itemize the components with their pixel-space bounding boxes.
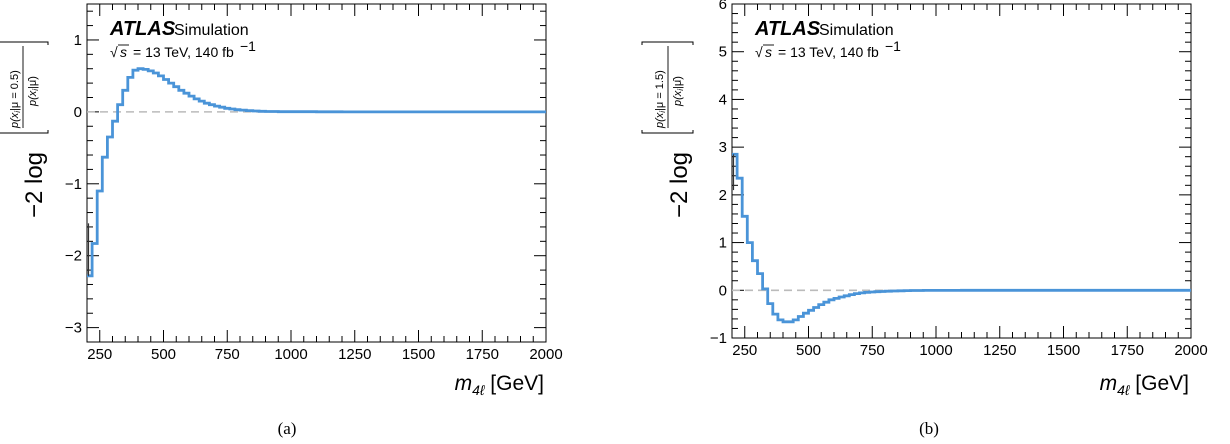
y-axis-prefix: −2 log xyxy=(666,152,693,218)
energy-label: √ s = 13 TeV, 140 fb −1 xyxy=(755,38,901,60)
energy-label: √ s = 13 TeV, 140 fb −1 xyxy=(110,38,256,60)
y-tick-label: 2 xyxy=(719,187,727,204)
minor-ticks xyxy=(731,4,1191,338)
minor-ticks xyxy=(86,4,546,343)
y-tick-label: −3 xyxy=(65,320,82,337)
x-var: m xyxy=(455,372,473,395)
energy-exponent: −1 xyxy=(240,38,256,54)
bracket-open xyxy=(641,130,694,134)
num-sub: i xyxy=(658,111,667,113)
panel-b: 250 500 750 1000 1250 1500 1750 2000 −1 0 1 2 3 4 5 6 A… xyxy=(641,0,1208,438)
x-tick-label: 2000 xyxy=(1174,342,1207,359)
y-tick-label: 6 xyxy=(719,0,727,13)
y-axis-denominator: p(xi|μ̂) xyxy=(27,76,40,107)
num-sub: i xyxy=(13,111,22,113)
simulation-label: Simulation xyxy=(819,22,894,39)
x-tick-label: 250 xyxy=(87,346,112,363)
x-tick-label: 2000 xyxy=(529,346,562,363)
num-rest: |μ = 1.5) xyxy=(654,70,666,111)
x-axis-title: m4ℓ [GeV] xyxy=(455,372,544,398)
panel-a: 250 500 750 1000 1250 1500 1750 2000 −3 −2 −1 0 1 AT… xyxy=(0,3,563,438)
y-tick-label: −1 xyxy=(710,330,727,347)
num-base: p(x xyxy=(9,112,21,129)
simulation-label: Simulation xyxy=(174,22,249,39)
x-sub: 4ℓ xyxy=(472,382,485,398)
y-tick-label: 5 xyxy=(719,44,727,61)
series-layer xyxy=(87,67,546,278)
x-axis-title: m4ℓ [GeV] xyxy=(1100,372,1189,398)
y-axis-numerator: p(xi|μ = 0.5) xyxy=(9,70,22,129)
y-tick-label: 3 xyxy=(719,139,727,156)
energy-text: = 13 TeV, 140 fb xyxy=(133,44,234,60)
den-rest: |μ̂) xyxy=(27,76,39,89)
den-sub: i xyxy=(31,89,40,91)
y-tick-label: 4 xyxy=(719,91,727,108)
y-tick-label: −2 xyxy=(65,248,82,265)
energy-text: = 13 TeV, 140 fb xyxy=(778,44,879,60)
caption-a: (a) xyxy=(278,419,297,438)
x-unit: [GeV] xyxy=(484,372,544,395)
bracket-close xyxy=(641,41,694,45)
x-tick-label: 1250 xyxy=(983,342,1016,359)
series-step-line xyxy=(87,67,546,278)
y-axis-prefix: −2 log xyxy=(21,152,48,218)
energy-exponent: −1 xyxy=(885,38,901,54)
y-axis-numerator: p(xi|μ = 1.5) xyxy=(654,70,667,129)
y-axis-title: −2 log p(xi|μ = 0.5) p(xi|μ̂) xyxy=(0,41,49,218)
x-tick-label: 1000 xyxy=(919,342,952,359)
series-step-line xyxy=(732,152,1191,324)
sqrt-symbol: √ xyxy=(755,44,763,60)
num-rest: |μ = 0.5) xyxy=(9,70,21,111)
den-base: p(x xyxy=(27,90,39,107)
major-ticks: 250 500 750 1000 1250 1500 1750 2000 −1 0 1 2 3 4 5 6 xyxy=(710,0,1208,359)
x-unit: [GeV] xyxy=(1129,372,1189,395)
x-tick-label: 750 xyxy=(860,342,885,359)
energy-s: s xyxy=(765,44,772,60)
x-tick-label: 1500 xyxy=(1047,342,1080,359)
y-tick-label: 1 xyxy=(719,235,727,252)
x-tick-label: 1750 xyxy=(466,346,499,363)
x-tick-label: 1250 xyxy=(338,346,371,363)
x-var: m xyxy=(1100,372,1118,395)
y-tick-label: 0 xyxy=(719,282,727,299)
caption-b: (b) xyxy=(919,419,939,438)
atlas-label: ATLAS xyxy=(109,18,176,40)
den-base: p(x xyxy=(672,90,684,107)
x-tick-label: 1000 xyxy=(274,346,307,363)
x-tick-label: 250 xyxy=(732,342,757,359)
den-rest: |μ̂) xyxy=(672,76,684,89)
bracket-close xyxy=(0,41,49,45)
x-tick-label: 750 xyxy=(215,346,240,363)
y-tick-label: 0 xyxy=(74,104,82,121)
atlas-label: ATLAS xyxy=(754,18,821,40)
y-tick-label: −1 xyxy=(65,176,82,193)
bracket-open xyxy=(0,130,49,134)
series-layer xyxy=(732,152,1191,324)
x-tick-label: 1750 xyxy=(1111,342,1144,359)
y-tick-label: 1 xyxy=(74,32,82,49)
num-base: p(x xyxy=(654,112,666,129)
den-sub: i xyxy=(676,89,685,91)
y-axis-denominator: p(xi|μ̂) xyxy=(672,76,685,107)
y-axis-title: −2 log p(xi|μ = 1.5) p(xi|μ̂) xyxy=(641,41,694,218)
x-sub: 4ℓ xyxy=(1117,382,1130,398)
x-tick-label: 1500 xyxy=(402,346,435,363)
x-tick-label: 500 xyxy=(796,342,821,359)
energy-s: s xyxy=(120,44,127,60)
x-tick-label: 500 xyxy=(151,346,176,363)
sqrt-symbol: √ xyxy=(110,44,118,60)
